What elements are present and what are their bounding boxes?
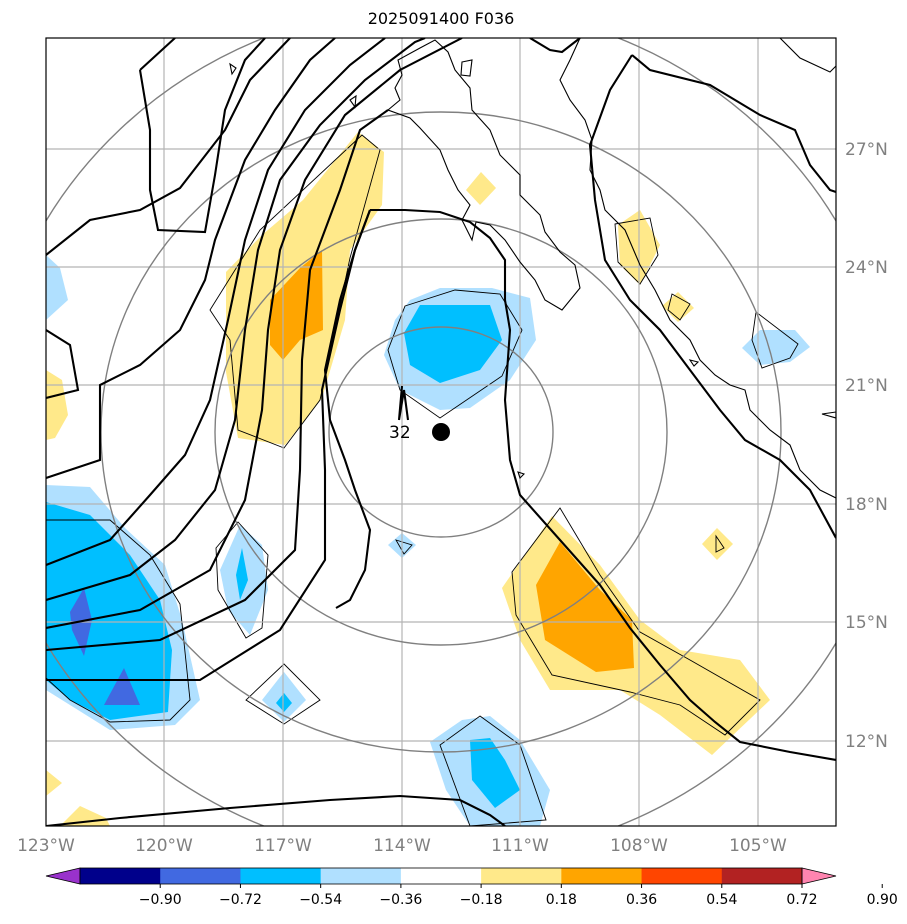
colorbar-swatch (721, 868, 803, 884)
coastline-path (779, 38, 836, 73)
coastline (229, 38, 836, 499)
lon-tick-label: 105°W (729, 836, 787, 856)
height-contour (631, 54, 836, 193)
colorbar-tick-label: −0.54 (299, 892, 342, 908)
negative-anomaly-region (46, 255, 68, 320)
lat-tick-label: 12°N (845, 732, 888, 752)
colorbar-extend-low (45, 867, 81, 885)
colorbar-swatch (80, 868, 161, 884)
lon-tick-label: 123°W (17, 836, 75, 856)
colorbar-tick-label: −0.18 (460, 892, 503, 908)
height-contour (370, 208, 836, 762)
gridlines (46, 38, 836, 826)
range-ring (214, 218, 668, 646)
height-contour (588, 54, 836, 539)
height-contour (46, 109, 389, 652)
lon-tick-label: 111°W (491, 836, 549, 856)
positive-anomaly-region (662, 292, 694, 322)
height-contour (46, 794, 506, 826)
thin-contour (245, 663, 321, 725)
thin-contour (387, 289, 523, 419)
colorbar-tick-label: 0.18 (546, 892, 577, 908)
thin-contour (46, 519, 191, 723)
coastline-path (559, 38, 836, 499)
height-contours (46, 38, 836, 826)
thin-contour (209, 134, 381, 449)
colorbar-tick-label: −0.36 (379, 892, 422, 908)
height-contour (46, 38, 463, 630)
lon-tick-label: 120°W (135, 836, 193, 856)
lat-tick-label: 15°N (845, 613, 888, 633)
coastline-path (386, 39, 581, 311)
coastline-path (229, 62, 237, 76)
map-frame (45, 37, 837, 827)
coastline-path (460, 59, 473, 77)
lat-tick-label: 24°N (845, 258, 888, 278)
colorbar-swatch (561, 868, 643, 884)
contour-label: 32 (389, 423, 411, 443)
colorbar-tick-label: −0.72 (219, 892, 262, 908)
thin-contour (395, 539, 413, 555)
thin-contour (715, 534, 725, 553)
colorbar-outline (79, 867, 803, 885)
colorbar-tick-label: −0.90 (139, 892, 182, 908)
coastline-path (517, 471, 526, 480)
height-contour (397, 385, 410, 421)
lon-tick-label: 114°W (373, 836, 431, 856)
positive-anomaly-core (536, 542, 634, 672)
thin-contour (215, 521, 269, 639)
negative-anomaly-core (236, 548, 248, 600)
negative-anomaly-core (470, 738, 520, 808)
lat-tick-label: 21°N (845, 376, 888, 396)
thin-contour (439, 715, 547, 826)
map-panel: 32 (46, 38, 836, 826)
colorbar-extend-high (801, 867, 837, 885)
height-contour (139, 38, 176, 71)
colorbar-tick-label: 0.72 (786, 892, 817, 908)
map-title: 2025091400 F036 (367, 9, 515, 28)
colorbar-swatch (481, 868, 562, 884)
coastline-path (349, 94, 357, 109)
range-ring (328, 326, 554, 538)
height-contour (46, 38, 291, 256)
height-contour (46, 329, 80, 400)
colorbar-swatch (240, 868, 322, 884)
positive-anomaly-region (466, 172, 496, 205)
negative-anomaly-core (276, 693, 292, 712)
negative-anomaly-strong (104, 668, 140, 705)
lat-tick-labels: 27°N 24°N 21°N 18°N 15°N 12°N (845, 140, 888, 752)
negative-anomaly-core (46, 502, 172, 720)
height-contour (323, 209, 372, 609)
height-contour (138, 38, 266, 234)
colorbar-tick-label: 0.90 (867, 892, 898, 908)
thin-contour (667, 293, 691, 321)
height-contour (529, 38, 581, 54)
colorbar-swatch (320, 868, 402, 884)
positive-anomaly-region (46, 770, 62, 796)
height-contour (46, 38, 336, 479)
colorbar: −0.90 −0.72 −0.54 −0.36 −0.18 0.18 0.36 0.54 0.7… (45, 867, 898, 908)
coastline-path (821, 411, 836, 419)
lat-tick-label: 18°N (845, 495, 888, 515)
positive-anomaly-region (46, 370, 68, 440)
lon-tick-labels: 123°W 120°W 117°W 114°W 111°W 108°W 105°… (17, 836, 787, 856)
height-contour (46, 38, 426, 602)
lat-tick-label: 27°N (845, 140, 888, 160)
storm-center-marker (432, 423, 450, 441)
thin-contour (751, 311, 799, 369)
colorbar-swatch (400, 868, 482, 884)
colorbar-tick-label: 0.54 (706, 892, 737, 908)
thin-contour (614, 217, 659, 285)
coastline-path (688, 359, 700, 367)
colorbar-swatch (160, 868, 241, 884)
negative-anomaly-region (742, 330, 810, 365)
height-contour (46, 38, 386, 566)
lon-tick-label: 117°W (254, 836, 312, 856)
lon-tick-label: 108°W (610, 836, 668, 856)
colorbar-tick-label: 0.36 (626, 892, 657, 908)
negative-anomaly-core (404, 305, 502, 383)
positive-anomaly-region (702, 528, 733, 560)
colorbar-swatch (641, 868, 723, 884)
